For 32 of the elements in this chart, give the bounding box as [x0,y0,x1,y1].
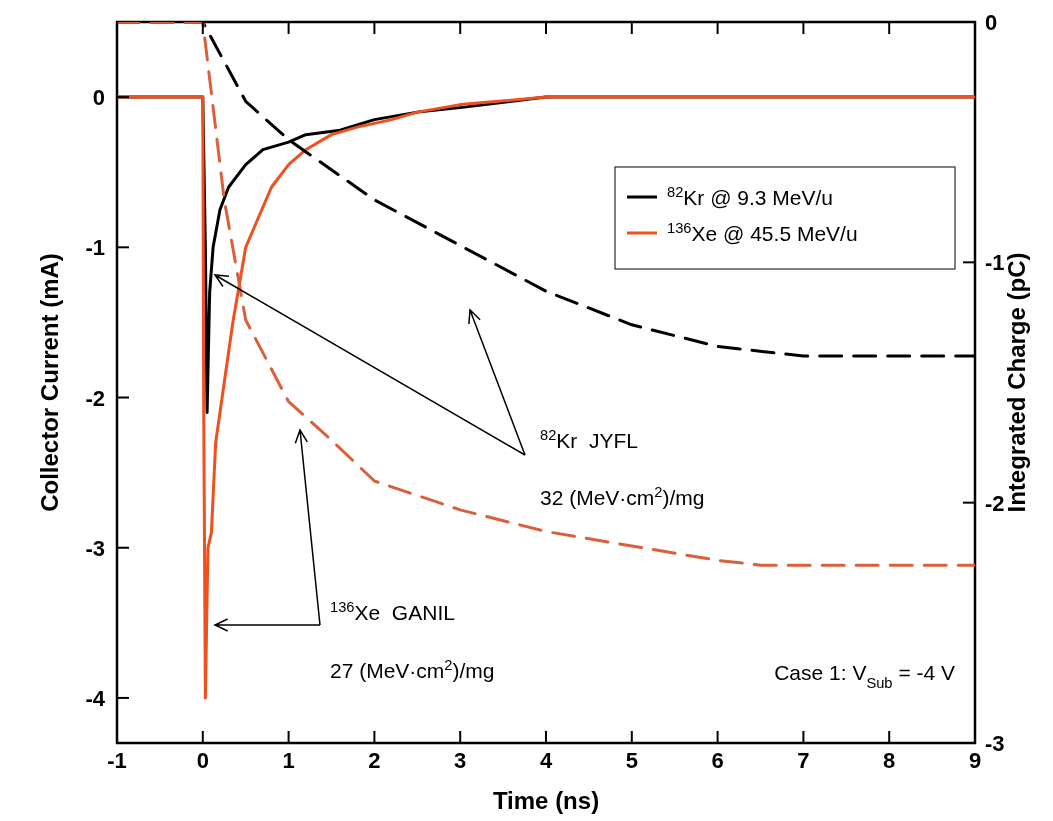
x-tick-label: 8 [883,748,896,773]
annotation: Case 1: V$_{Sub}$ = -4 V [774,661,955,691]
y2-tick-label: -2 [985,490,1005,516]
legend-label: $^{82}$Kr @ 9.3 MeV/u [667,184,834,209]
annotation: $^{136}$Xe GANIL [330,599,455,624]
y2-axis-title: Integrated Charge (pC) [1003,252,1030,513]
x-tick-label: -1 [107,748,127,773]
y-tick-label: -1 [85,235,105,261]
y2-tick-label: 0 [985,10,998,35]
line-series [117,22,975,567]
x-tick-label: 9 [968,748,982,773]
annotation: 32 (MeV·cm$^{2}$)/mg [540,484,705,509]
x-tick-label: 2 [368,748,381,773]
x-tick-label: 0 [196,748,209,773]
annotation: 27 (MeV·cm$^{2}$)/mg [330,657,495,682]
y2-tick-label: -1 [985,250,1005,276]
y-tick-label: 0 [92,85,105,111]
legend-label: $^{136}$Xe @ 45.5 MeV/u [667,220,858,245]
x-tick-label: 6 [711,748,724,773]
x-tick-label: 7 [797,748,810,773]
x-tick-label: 4 [539,748,553,773]
x-tick-label: 1 [282,748,295,773]
y-axis-title: Collector Current (mA) [36,253,63,512]
annotation: $^{82}$Kr JYFL [540,427,639,452]
line-series [117,95,975,700]
y-tick-label: -2 [85,385,105,411]
x-tick-label: 5 [625,748,638,773]
x-tick-label: 3 [454,748,467,773]
x-axis-title: Time (ns) [492,787,600,814]
y2-tick-label: -3 [985,731,1005,756]
y-tick-label: -4 [85,685,106,711]
y-tick-label: -3 [85,535,105,561]
